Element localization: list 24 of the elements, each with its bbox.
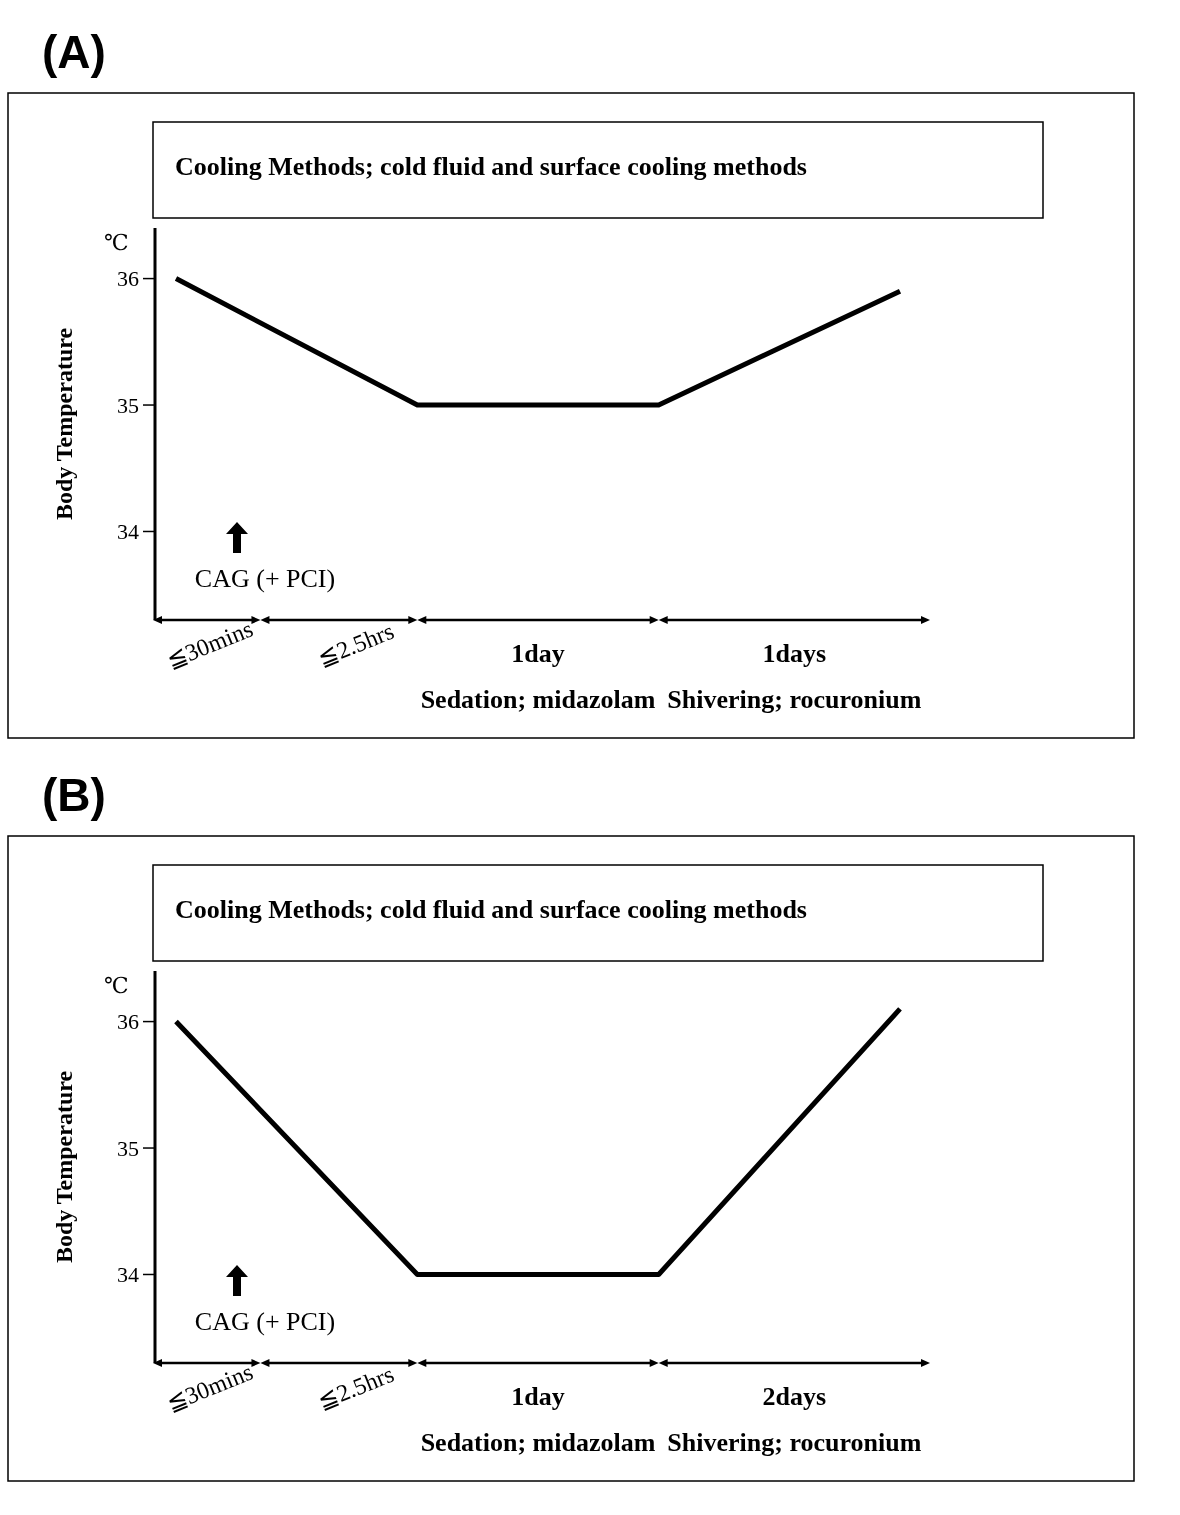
annotation: ℃	[104, 973, 129, 998]
y-axis-title: Body Temperature	[51, 1070, 77, 1264]
y-tick-label: 34	[117, 1262, 139, 1288]
text: Shivering; rocuronium	[667, 685, 922, 714]
y-tick-label: 34	[117, 519, 139, 545]
y-tick-label: 36	[117, 1009, 139, 1035]
y-tick-label: 36	[117, 266, 139, 292]
y-tick-label: 35	[117, 392, 139, 418]
text: Cooling Methods; cold fluid and surface cooling methods	[175, 152, 807, 181]
chart-title: (A)	[42, 26, 106, 78]
annotation: CAG (+ PCI)	[194, 564, 336, 593]
annotation: ℃	[104, 230, 129, 255]
text: 1days	[762, 639, 827, 668]
annotation: CAG (+ PCI)	[194, 1307, 336, 1336]
text: Shivering; rocuronium	[667, 1428, 922, 1457]
text: 2days	[762, 1382, 827, 1411]
text: 1day	[511, 1382, 565, 1411]
y-axis-title: Body Temperature	[51, 327, 77, 521]
text: Sedation; midazolam	[420, 1428, 656, 1457]
text: 1day	[511, 639, 565, 668]
text: Sedation; midazolam	[420, 685, 656, 714]
chart-title: (B)	[42, 769, 106, 821]
y-tick-label: 35	[117, 1135, 139, 1161]
text: Cooling Methods; cold fluid and surface cooling methods	[175, 895, 807, 924]
